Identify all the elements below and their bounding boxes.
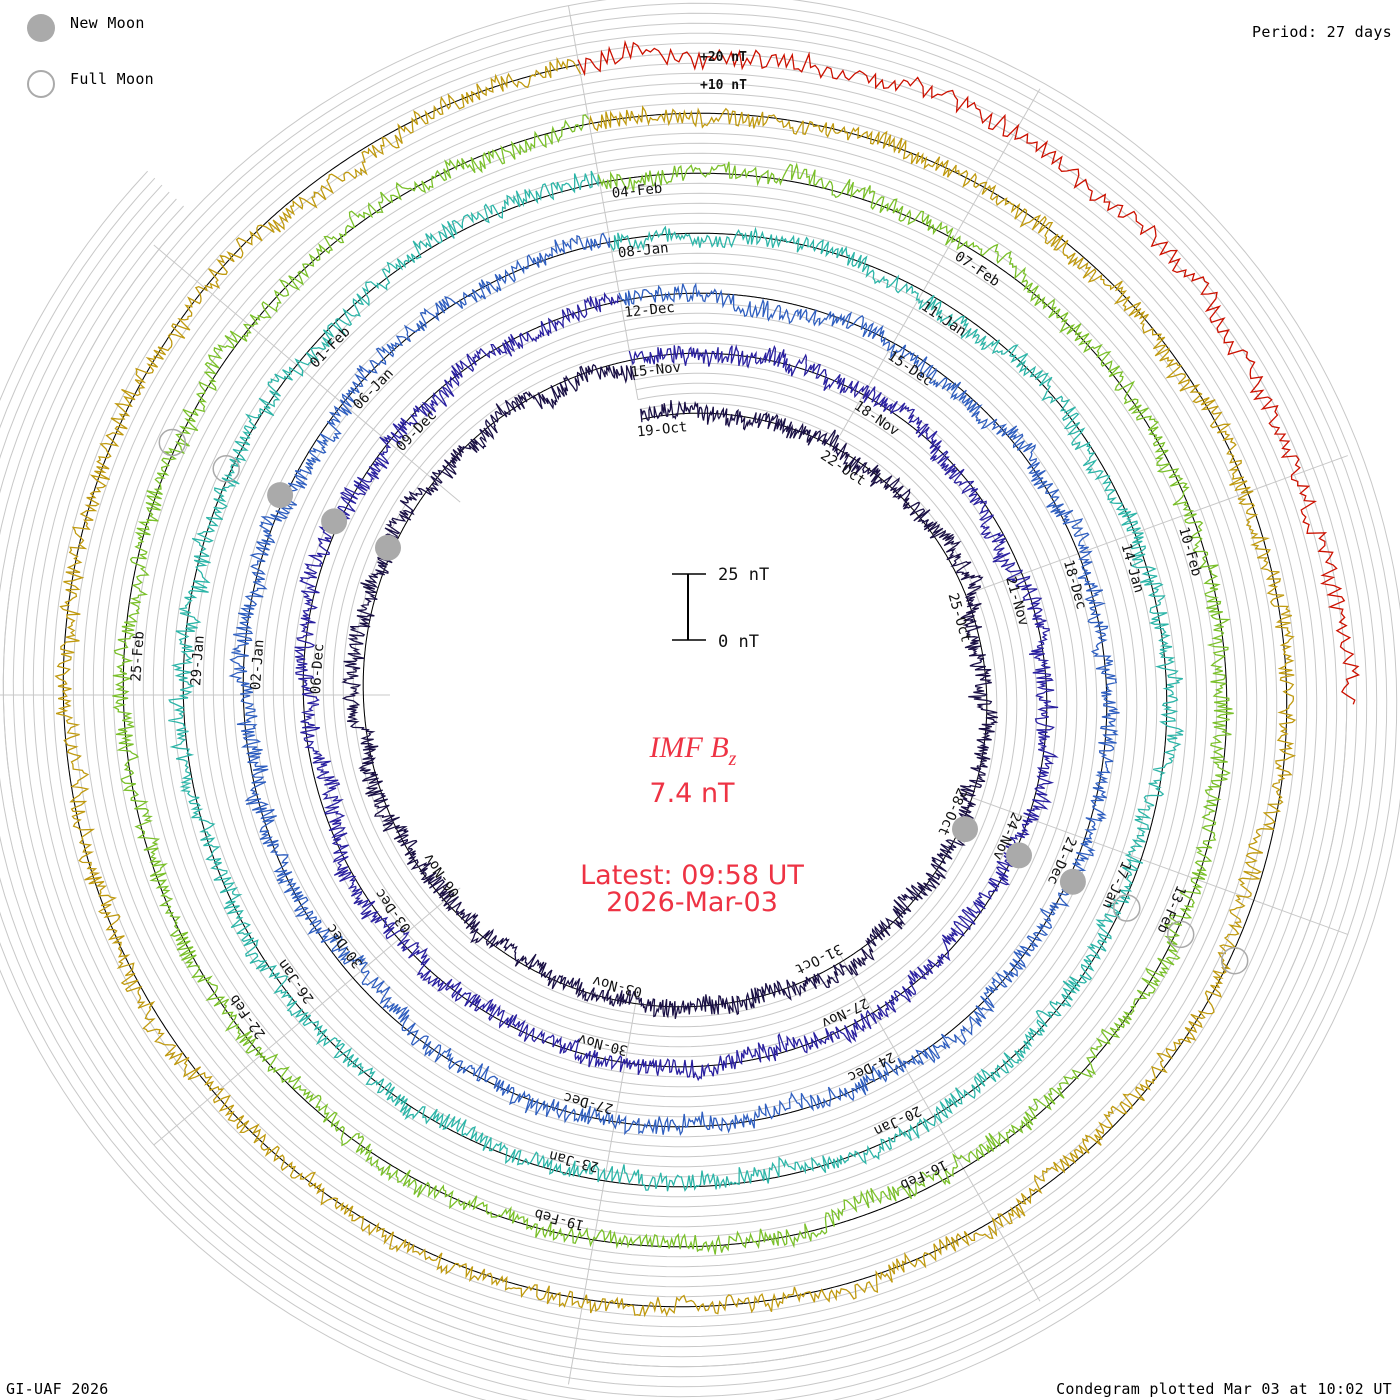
- full-moon-marker: [1113, 894, 1141, 922]
- day-label: 19-Oct: [636, 419, 688, 440]
- day-label: 06-Dec: [308, 643, 327, 695]
- grid-spiral: [0, 12, 1388, 1400]
- new-moon-marker: [375, 534, 401, 561]
- new-moon-marker: [952, 816, 978, 843]
- scale-top-label: 25 nT: [718, 565, 769, 585]
- day-label: 25-Feb: [128, 631, 147, 683]
- day-label: 12-Dec: [624, 300, 676, 321]
- day-label: 31-Oct: [792, 940, 844, 977]
- new-moon-legend-label: New Moon: [70, 14, 145, 32]
- full-moon-marker: [212, 455, 240, 483]
- full-moon-marker: [1166, 920, 1195, 949]
- footer-plotted: Condegram plotted Mar 03 at 10:02 UT: [1056, 1380, 1392, 1398]
- day-label: 09-Dec: [393, 407, 440, 454]
- day-label: 11-Jan: [918, 298, 969, 340]
- new-moon-marker: [1059, 868, 1086, 895]
- ring-label-20: +20 nT: [700, 50, 747, 65]
- grid-spoke: [839, 88, 1041, 436]
- series-trace-7: [577, 39, 1361, 705]
- labels-layer: 19-Oct22-Oct25-Oct28-Oct31-Oct03-Nov06-N…: [128, 181, 1204, 1233]
- grid-spoke: [971, 455, 1348, 593]
- new-moon-marker: [321, 508, 348, 535]
- series-trace-4: [168, 170, 1185, 1192]
- series-trace-6: [54, 56, 1297, 1318]
- latest-time: Latest: 09:58 UT: [580, 860, 804, 891]
- center-title-sub: z: [728, 748, 737, 770]
- grid-spoke: [567, 990, 639, 1385]
- center-value: 7.4 nT: [649, 778, 735, 809]
- period-label: Period: 27 days: [1252, 23, 1392, 41]
- new-moon-marker: [1006, 842, 1032, 869]
- series-layer: [54, 39, 1361, 1318]
- footer-credit: GI-UAF 2026: [6, 1380, 109, 1398]
- full-moon-marker: [1220, 946, 1249, 975]
- latest-date: 2026-Mar-03: [606, 887, 778, 918]
- series-trace-3: [228, 232, 1120, 1137]
- series-trace-5: [112, 114, 1234, 1255]
- grid-spiral: [0, 32, 1368, 1388]
- day-label: 26-Jan: [275, 956, 318, 1006]
- full-moon-legend-icon: [27, 70, 55, 98]
- zero-baseline-5: [122, 123, 1228, 1248]
- day-label: 17-Jan: [1099, 858, 1134, 911]
- day-label: 15-Nov: [630, 360, 682, 381]
- zero-baseline-2: [302, 300, 1048, 1068]
- day-label: 16-Feb: [898, 1156, 950, 1193]
- day-label: 29-Jan: [188, 635, 207, 687]
- grid-spoke: [567, 5, 639, 400]
- ring-label-10: +10 nT: [700, 78, 747, 93]
- full-moon-legend-label: Full Moon: [70, 70, 154, 88]
- day-label: 21-Nov: [1002, 575, 1031, 628]
- zero-baseline-6: [62, 64, 1288, 1308]
- full-moon-marker: [158, 428, 187, 457]
- grid-spiral: [0, 42, 1358, 1378]
- day-label: 14-Jan: [1117, 542, 1146, 595]
- new-moon-legend-icon: [27, 14, 55, 42]
- day-label: 02-Jan: [248, 639, 267, 691]
- day-label: 04-Feb: [611, 181, 663, 202]
- scale-bar: 25 nT 0 nT: [672, 565, 769, 652]
- grid-spiral: [0, 22, 1378, 1398]
- day-label: 08-Jan: [617, 240, 669, 261]
- day-label: 07-Feb: [952, 249, 1003, 291]
- scale-bottom-label: 0 nT: [718, 632, 759, 652]
- series-trace-2: [294, 291, 1059, 1082]
- moon-layer: [158, 428, 1249, 975]
- series-trace-1: [341, 363, 999, 1019]
- new-moon-marker: [267, 482, 294, 509]
- center-title: IMF Bz: [649, 731, 737, 770]
